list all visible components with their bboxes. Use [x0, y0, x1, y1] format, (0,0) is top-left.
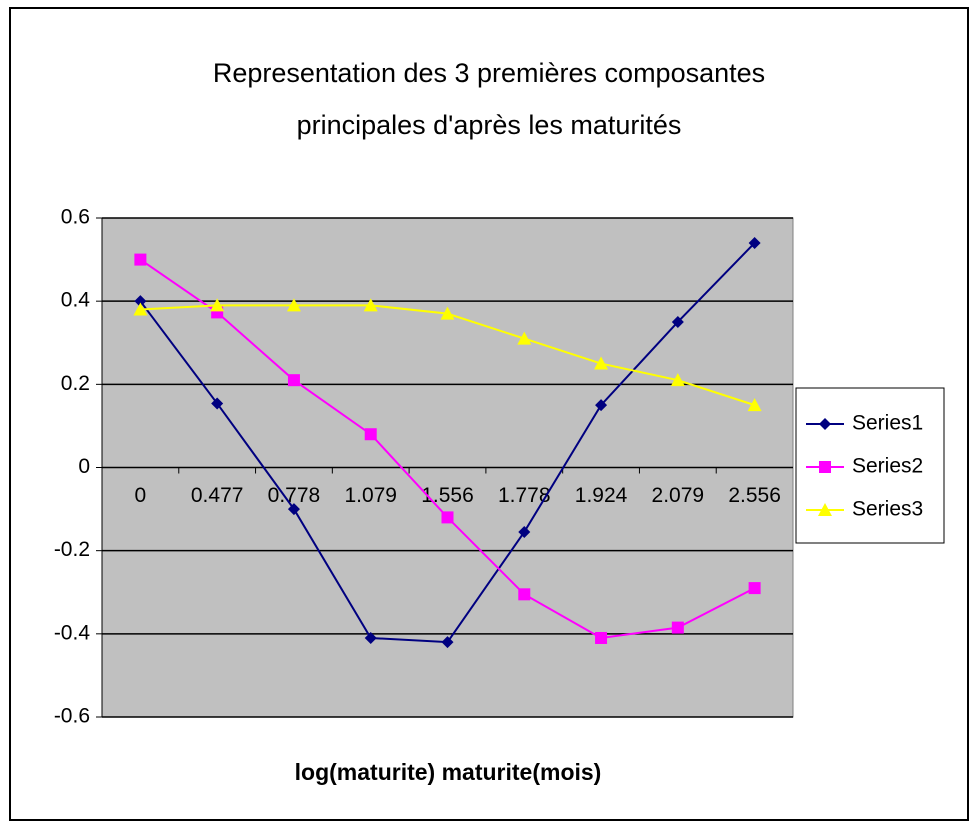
data-point	[748, 236, 761, 249]
y-tick-label: -0.4	[54, 621, 91, 644]
legend-marker	[819, 461, 831, 473]
y-tick-label: -0.2	[54, 538, 90, 561]
data-point	[747, 398, 762, 412]
data-point	[210, 298, 225, 312]
data-point	[133, 302, 148, 316]
x-tick-label: 0.477	[191, 484, 244, 507]
data-point	[670, 373, 685, 387]
data-point	[671, 621, 684, 634]
x-tick-label: 1.079	[344, 484, 397, 507]
data-point	[517, 331, 532, 345]
legend-label: Series2	[852, 455, 923, 478]
x-tick-label: 0	[135, 484, 147, 507]
data-point	[440, 306, 455, 320]
data-point	[363, 298, 378, 312]
data-point	[134, 253, 147, 266]
data-point	[594, 356, 609, 370]
data-point	[211, 397, 224, 410]
chart-title: principales d'après les maturités	[297, 110, 682, 140]
data-point	[287, 374, 300, 387]
data-point	[441, 636, 454, 649]
data-point	[441, 511, 454, 524]
x-tick-label: 2.556	[728, 484, 781, 507]
x-tick-label: 1.778	[498, 484, 551, 507]
data-point	[364, 428, 377, 441]
y-tick-label: 0.6	[61, 206, 90, 229]
legend-label: Series3	[852, 498, 923, 521]
x-axis-label: log(maturite) maturite(mois)	[295, 759, 602, 785]
data-point	[671, 315, 684, 328]
data-point	[364, 631, 377, 644]
data-point	[134, 295, 147, 308]
y-tick-label: 0.2	[61, 372, 90, 395]
legend-marker	[819, 418, 831, 430]
y-tick-label: 0	[78, 455, 90, 478]
legend-marker	[818, 503, 832, 516]
data-point	[595, 631, 608, 644]
data-point	[518, 525, 531, 538]
chart-title: Representation des 3 premières composant…	[213, 58, 765, 88]
legend-label: Series1	[852, 412, 923, 435]
x-tick-label: 1.556	[421, 484, 474, 507]
y-tick-label: 0.4	[61, 289, 91, 312]
data-point	[287, 503, 300, 516]
data-point	[518, 588, 531, 601]
y-tick-label: -0.6	[54, 705, 90, 728]
x-tick-label: 2.079	[652, 484, 705, 507]
data-point	[595, 399, 608, 412]
x-tick-label: 1.924	[575, 484, 628, 507]
data-point	[286, 298, 301, 312]
data-point	[748, 582, 761, 595]
